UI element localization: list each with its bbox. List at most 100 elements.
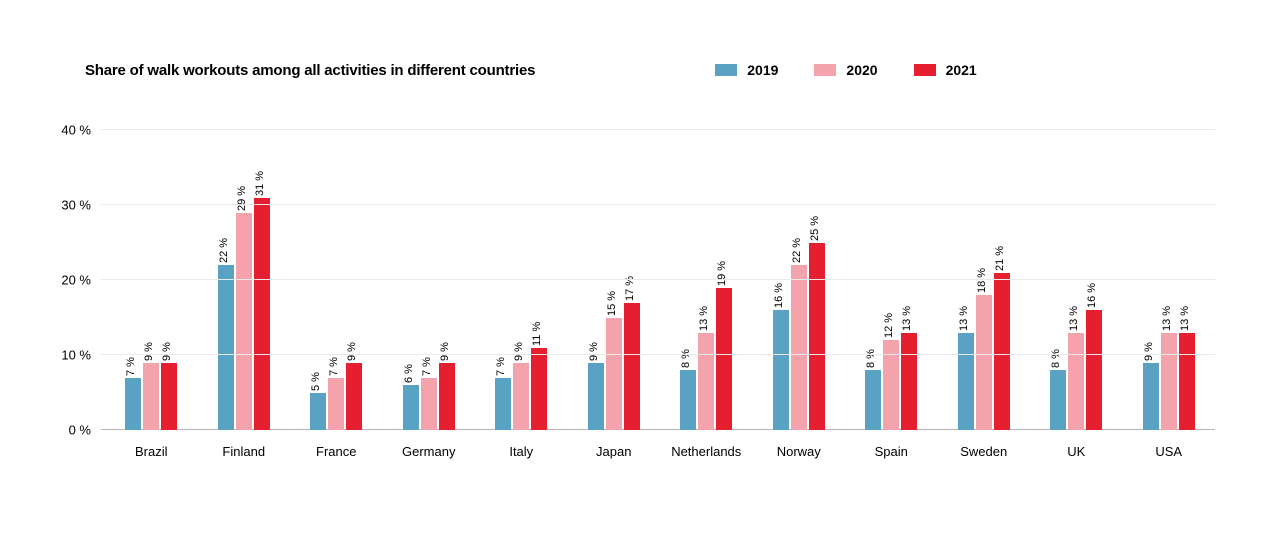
bar-value-label: 12 % xyxy=(883,313,895,338)
bar-value-label: 13 % xyxy=(1068,305,1080,330)
bar-group: 8 %13 %16 %UK xyxy=(1030,130,1123,430)
bar-value-label: 9 % xyxy=(161,342,173,361)
bar-value-label: 5 % xyxy=(310,372,322,391)
x-category-label: Italy xyxy=(475,444,568,459)
bar: 25 % xyxy=(809,243,825,431)
bar: 22 % xyxy=(218,265,234,430)
bar-cluster: 5 %7 %9 % xyxy=(310,363,362,431)
bar-group: 8 %13 %19 %Netherlands xyxy=(660,130,753,430)
bar-value-label: 22 % xyxy=(791,238,803,263)
bar-value-label: 19 % xyxy=(716,260,728,285)
y-tick-label: 0 % xyxy=(69,423,91,438)
legend-swatch xyxy=(914,64,936,76)
bar-value-label: 25 % xyxy=(809,215,821,240)
bar: 22 % xyxy=(791,265,807,430)
bar-cluster: 9 %13 %13 % xyxy=(1143,333,1195,431)
bar-value-label: 7 % xyxy=(125,357,137,376)
bar: 9 % xyxy=(143,363,159,431)
bar-group: 13 %18 %21 %Sweden xyxy=(938,130,1031,430)
x-category-label: Spain xyxy=(845,444,938,459)
bar-groups-container: 7 %9 %9 %Brazil22 %29 %31 %Finland5 %7 %… xyxy=(105,130,1215,430)
bar-value-label: 9 % xyxy=(346,342,358,361)
bar: 8 % xyxy=(1050,370,1066,430)
bar-value-label: 7 % xyxy=(421,357,433,376)
bar-value-label: 16 % xyxy=(1086,283,1098,308)
chart-title: Share of walk workouts among all activit… xyxy=(85,62,535,79)
bar-value-label: 22 % xyxy=(218,238,230,263)
bar-group: 5 %7 %9 %France xyxy=(290,130,383,430)
bar-value-label: 13 % xyxy=(901,305,913,330)
x-category-label: UK xyxy=(1030,444,1123,459)
bar-value-label: 16 % xyxy=(773,283,785,308)
bar: 7 % xyxy=(328,378,344,431)
bar: 13 % xyxy=(698,333,714,431)
bar-value-label: 9 % xyxy=(513,342,525,361)
bar-value-label: 8 % xyxy=(865,349,877,368)
bar-value-label: 13 % xyxy=(1179,305,1191,330)
bar: 11 % xyxy=(531,348,547,431)
legend-swatch xyxy=(814,64,836,76)
bar-cluster: 8 %13 %16 % xyxy=(1050,310,1102,430)
bar-value-label: 7 % xyxy=(328,357,340,376)
bar: 29 % xyxy=(236,213,252,431)
bar-value-label: 9 % xyxy=(439,342,451,361)
bar: 13 % xyxy=(1068,333,1084,431)
bar-value-label: 18 % xyxy=(976,268,988,293)
bar-group: 9 %15 %17 %Japan xyxy=(568,130,661,430)
bar-value-label: 9 % xyxy=(143,342,155,361)
bar: 16 % xyxy=(1086,310,1102,430)
bar-value-label: 21 % xyxy=(994,245,1006,270)
x-category-label: Finland xyxy=(198,444,291,459)
x-category-label: Norway xyxy=(753,444,846,459)
y-tick-label: 20 % xyxy=(61,273,91,288)
bar: 9 % xyxy=(346,363,362,431)
grid-line xyxy=(101,204,1215,205)
chart-frame: Share of walk workouts among all activit… xyxy=(0,0,1280,547)
bar: 5 % xyxy=(310,393,326,431)
bar: 18 % xyxy=(976,295,992,430)
bar-value-label: 8 % xyxy=(1050,349,1062,368)
bar-value-label: 8 % xyxy=(680,349,692,368)
bar-value-label: 9 % xyxy=(588,342,600,361)
bar: 19 % xyxy=(716,288,732,431)
legend-swatch xyxy=(715,64,737,76)
bar-cluster: 13 %18 %21 % xyxy=(958,273,1010,431)
bar-cluster: 8 % 13 %19 % xyxy=(680,288,732,431)
bar: 9 % xyxy=(588,363,604,431)
bar-value-label: 9 % xyxy=(1143,342,1155,361)
x-category-label: Brazil xyxy=(105,444,198,459)
bar-value-label: 7 % xyxy=(495,357,507,376)
bar: 31 % xyxy=(254,198,270,431)
x-category-label: USA xyxy=(1123,444,1216,459)
bar-group: 16 %22 %25 %Norway xyxy=(753,130,846,430)
grid-line xyxy=(101,279,1215,280)
bar-cluster: 7 % 9 %11 % xyxy=(495,348,547,431)
bar: 7 % xyxy=(421,378,437,431)
bar-cluster: 7 %9 %9 % xyxy=(125,363,177,431)
bar: 21 % xyxy=(994,273,1010,431)
x-category-label: Germany xyxy=(383,444,476,459)
bar: 13 % xyxy=(1179,333,1195,431)
bar-cluster: 8 %12 %13 % xyxy=(865,333,917,431)
bar-group: 22 %29 %31 %Finland xyxy=(198,130,291,430)
bar: 9 % xyxy=(1143,363,1159,431)
bar-value-label: 29 % xyxy=(236,185,248,210)
bar: 13 % xyxy=(958,333,974,431)
bar-cluster: 6 %7 %9 % xyxy=(403,363,455,431)
bar-group: 8 %12 %13 %Spain xyxy=(845,130,938,430)
bar-cluster: 9 %15 %17 % xyxy=(588,303,640,431)
bar: 9 % xyxy=(439,363,455,431)
bar-value-label: 13 % xyxy=(958,305,970,330)
bar: 16 % xyxy=(773,310,789,430)
bar-value-label: 15 % xyxy=(606,290,618,315)
bar: 17 % xyxy=(624,303,640,431)
bar-cluster: 16 %22 %25 % xyxy=(773,243,825,431)
chart-plot-area: 7 %9 %9 %Brazil22 %29 %31 %Finland5 %7 %… xyxy=(105,130,1215,430)
bar-group: 7 %9 %9 %Brazil xyxy=(105,130,198,430)
bar: 7 % xyxy=(125,378,141,431)
y-tick-label: 40 % xyxy=(61,123,91,138)
legend-label: 2021 xyxy=(946,62,977,78)
grid-line xyxy=(101,354,1215,355)
legend-item-2019: 2019 xyxy=(715,62,778,78)
bar: 9 % xyxy=(513,363,529,431)
